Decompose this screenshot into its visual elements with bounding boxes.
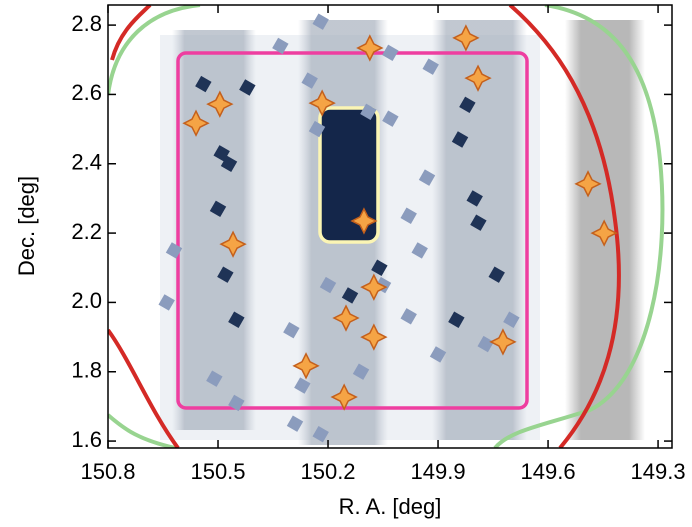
- x-tick-label: 149.9: [411, 459, 466, 484]
- x-axis-label: R. A. [deg]: [339, 494, 442, 519]
- y-tick-label: 1.8: [71, 358, 102, 383]
- y-tick-label: 2.6: [71, 80, 102, 105]
- y-tick-label: 2.2: [71, 219, 102, 244]
- x-tick-label: 150.8: [80, 459, 135, 484]
- y-tick-label: 2.4: [71, 150, 102, 175]
- y-tick-label: 2.8: [71, 11, 102, 36]
- y-tick-label: 1.6: [71, 427, 102, 452]
- x-tick-label: 149.6: [521, 459, 576, 484]
- x-tick-label: 149.3: [631, 459, 686, 484]
- background: [108, 5, 662, 448]
- chart: R. A. [deg] Dec. [deg] 150.8 150.5 150.2 14…: [0, 0, 692, 527]
- x-tick-label: 150.2: [300, 459, 355, 484]
- x-tick-label: 150.5: [190, 459, 245, 484]
- y-axis-label: Dec. [deg]: [14, 176, 39, 276]
- y-tick-label: 2.0: [71, 288, 102, 313]
